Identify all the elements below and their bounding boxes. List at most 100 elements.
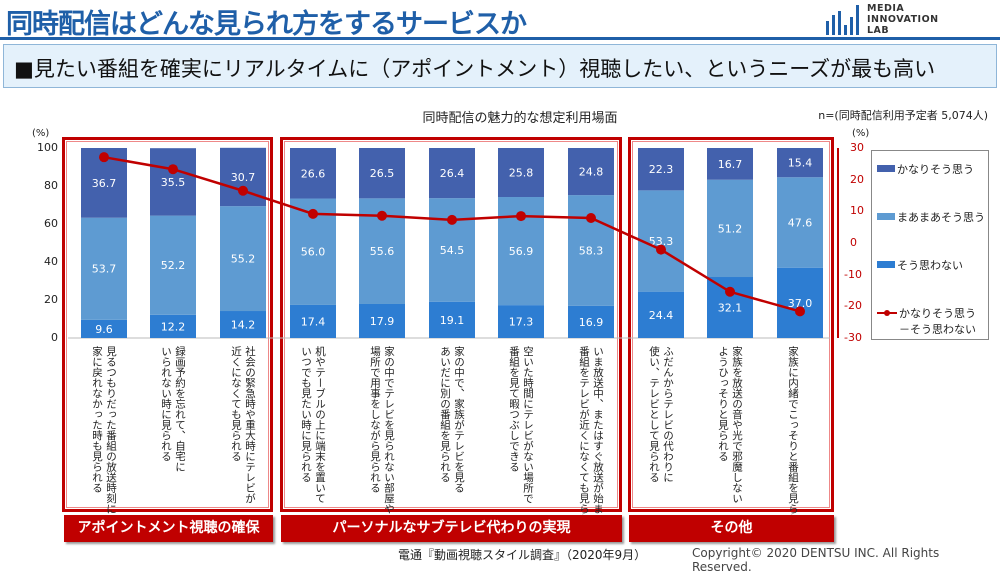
bar-value-label: 19.1 — [440, 314, 465, 327]
bar-value-label: 17.9 — [370, 315, 395, 328]
x-category-label: いま放送中、またはすぐ放送が始まる 番組をテレビが近くになくても見られる — [578, 346, 604, 535]
bar-segment-disagree — [638, 291, 684, 338]
bar-value-label: 26.6 — [301, 167, 326, 180]
bar-value-label: 55.2 — [231, 253, 256, 266]
difference-line-point — [795, 306, 805, 317]
difference-line-point — [377, 210, 387, 221]
difference-line-point — [99, 152, 109, 163]
bar-segment-disagree — [220, 311, 266, 338]
y-tick-label: 60 — [44, 217, 58, 230]
source-note: 電通『動画視聴スタイル調査』（2020年9月） — [398, 548, 647, 562]
difference-line-point — [586, 212, 596, 223]
bar-value-label: 14.2 — [231, 319, 256, 332]
bar-value-label: 26.4 — [440, 167, 465, 180]
group-label-personal-sub-tv: パーソナルなサブテレビ代わりの実現 — [281, 515, 622, 542]
bar-segment-disagree — [359, 303, 405, 338]
group-box-other — [628, 137, 834, 512]
bar-value-label: 53.7 — [92, 263, 117, 276]
bar-segment-strongly-agree — [498, 148, 544, 198]
copyright: Copyright© 2020 DENTSU INC. All Rights R… — [692, 546, 940, 574]
y-tick-label: 0 — [51, 331, 58, 344]
bar-segment-strongly-agree — [359, 148, 405, 199]
bar-value-label: 35.5 — [161, 176, 186, 189]
bar-value-label: 47.6 — [788, 216, 813, 229]
bar-value-label: 54.5 — [440, 244, 465, 257]
bar-value-label: 17.4 — [301, 315, 326, 328]
y-tick-label: 100 — [37, 141, 58, 154]
y-tick-label: 40 — [44, 255, 58, 268]
bar-value-label: 32.1 — [718, 302, 743, 315]
bar-value-label: 16.7 — [718, 158, 743, 171]
difference-line-point — [447, 214, 457, 225]
y-axis-unit: (%) — [32, 128, 50, 139]
bar-segment-somewhat-agree — [220, 206, 266, 312]
bar-value-label: 22.3 — [649, 163, 674, 176]
bar-value-label: 12.2 — [161, 320, 186, 333]
y2-axis-unit: (%) — [852, 128, 870, 139]
bar-segment-somewhat-agree — [81, 217, 127, 320]
group-box-personal-sub-tv — [280, 137, 622, 512]
bar-segment-somewhat-agree — [777, 177, 823, 268]
page-title: 同時配信はどんな見られ方をするサービスか — [6, 9, 527, 40]
y-tick-label: 80 — [44, 179, 58, 192]
legend-item-disagree: そう思わない — [877, 257, 963, 273]
x-category-label: 社会の緊急時や重大時にテレビが 近くになくても見られる — [230, 346, 256, 504]
bar-segment-disagree — [568, 305, 614, 338]
y2-tick-label: -10 — [844, 267, 862, 281]
bar-segment-disagree — [498, 305, 544, 338]
bar-segment-somewhat-agree — [638, 190, 684, 292]
bar-segment-disagree — [777, 267, 823, 338]
x-category-label: 空いた時間にテレビがない場所で 番組を見て暇つぶしできる — [508, 346, 534, 504]
difference-line-point — [168, 164, 178, 175]
x-category-label: 家の中で、家族がテレビを見る あいだに別の番組を見られる — [439, 346, 465, 493]
legend-swatch — [877, 261, 895, 268]
y2-tick-label: -30 — [844, 331, 862, 344]
legend-swatch — [877, 213, 895, 220]
y2-tick-label: -20 — [844, 299, 862, 313]
legend-swatch — [877, 165, 895, 172]
bar-value-label: 24.4 — [649, 309, 674, 322]
bar-value-label: 52.2 — [161, 259, 186, 272]
legend-item-difference-line: かなりそう思う －そう思わない — [877, 306, 976, 338]
y2-tick-label: 0 — [850, 236, 857, 249]
difference-line-point — [238, 185, 248, 196]
bar-value-label: 16.9 — [579, 316, 604, 329]
bar-segment-strongly-agree — [707, 148, 753, 180]
bar-value-label: 56.0 — [301, 246, 326, 259]
bar-segment-strongly-agree — [568, 148, 614, 196]
group-label-other: その他 — [629, 515, 834, 542]
bar-segment-strongly-agree — [638, 148, 684, 191]
group-box-appointment — [62, 137, 273, 512]
bar-segment-strongly-agree — [429, 148, 475, 199]
x-category-label: 家の中でテレビを見られない部屋や 場所で用事をしながら見られる — [369, 346, 395, 514]
x-category-label: 家族を放送の音や光で邪魔しない ようひっそりと見られる — [717, 346, 743, 504]
bar-segment-disagree — [429, 301, 475, 338]
group-label-appointment: アポイントメント視聴の確保 — [64, 515, 273, 542]
legend-item-strongly-agree: かなりそう思う — [877, 161, 974, 177]
y2-tick-label: 30 — [850, 141, 864, 154]
bar-value-label: 15.4 — [788, 157, 813, 170]
bar-value-label: 9.6 — [95, 323, 113, 336]
difference-line-point — [725, 286, 735, 297]
bar-segment-strongly-agree — [150, 148, 196, 216]
bar-value-label: 55.6 — [370, 245, 395, 258]
bar-segment-somewhat-agree — [707, 179, 753, 278]
bar-segment-somewhat-agree — [150, 215, 196, 315]
difference-line-point — [656, 244, 666, 255]
legend: かなりそう思う まあまあそう思う そう思わない かなりそう思う －そう思わない — [871, 150, 989, 340]
x-category-label: 家族に内緒でこっそりと番組を見られる — [787, 346, 799, 535]
x-category-label: 見るつもりだった番組の放送時刻に 家に戻れなかった時も見られる — [91, 346, 117, 514]
bar-value-label: 53.3 — [649, 235, 674, 248]
y2-tick-label: 10 — [850, 204, 864, 218]
legend-item-somewhat-agree: まあまあそう思う — [877, 209, 985, 225]
chart-title: 同時配信の魅力的な想定利用場面 — [422, 111, 618, 126]
bar-value-label: 51.2 — [718, 222, 743, 235]
x-category-label: 録画予約を忘れて、自宅に いられない時に見られる — [160, 346, 186, 472]
bar-segment-disagree — [150, 314, 196, 338]
sample-size-note: n=(同時配信利用予定者 5,074人) — [818, 109, 988, 122]
bar-value-label: 36.7 — [92, 177, 117, 190]
difference-line-point — [308, 208, 318, 219]
bar-value-label: 58.3 — [579, 245, 604, 258]
bar-value-label: 37.0 — [788, 297, 813, 310]
